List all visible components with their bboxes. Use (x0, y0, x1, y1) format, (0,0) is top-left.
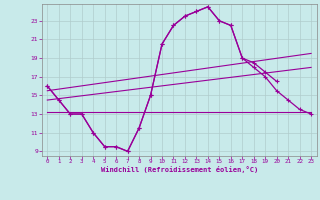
X-axis label: Windchill (Refroidissement éolien,°C): Windchill (Refroidissement éolien,°C) (100, 166, 258, 173)
